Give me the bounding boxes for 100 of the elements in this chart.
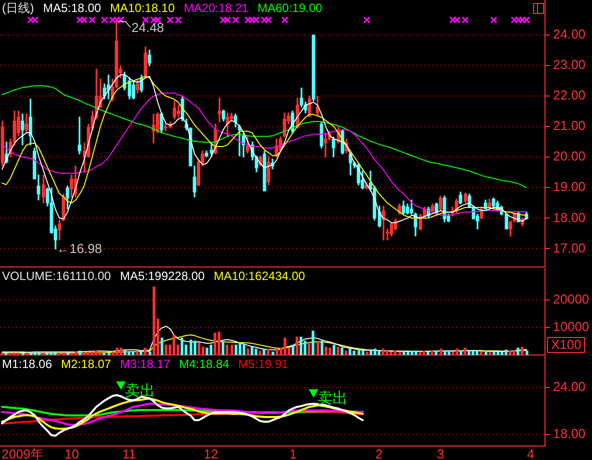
text: MA10:18.10	[110, 1, 175, 15]
x-tick-label: 4	[527, 446, 534, 460]
candlestick	[148, 50, 152, 66]
bar	[160, 338, 164, 355]
bar	[234, 344, 238, 355]
candlestick	[20, 114, 24, 146]
x-tick-label: 1	[289, 446, 297, 460]
y-tick-label: 20000	[553, 291, 590, 306]
bar	[472, 350, 474, 355]
bar	[194, 340, 196, 355]
y-tick-label: 22.00	[553, 88, 586, 103]
text: MA20:18.21	[184, 1, 248, 15]
bar	[272, 352, 274, 355]
x-tick-label: 11	[122, 446, 136, 460]
bar	[254, 348, 258, 355]
candlestick	[504, 214, 508, 230]
bar	[402, 350, 406, 355]
text: M4:18.84	[179, 357, 230, 371]
candlestick	[442, 196, 446, 222]
bar	[358, 348, 360, 355]
candlestick	[222, 110, 226, 122]
bar	[210, 344, 212, 355]
annotation: ←16.98	[56, 240, 102, 256]
bar	[304, 340, 306, 355]
candlestick	[458, 192, 462, 204]
candlestick	[132, 80, 136, 100]
bar	[492, 352, 496, 355]
bar	[374, 348, 376, 355]
bar	[444, 350, 446, 355]
bar	[348, 348, 352, 355]
candlestick	[160, 112, 164, 134]
bar	[332, 344, 336, 355]
bar	[526, 350, 528, 355]
candlestick	[128, 78, 132, 100]
bar	[320, 340, 324, 355]
chart-title: (日线)	[2, 1, 34, 15]
y-tick-label: 20.00	[553, 148, 586, 164]
text: MA5:199228.00	[120, 269, 205, 283]
bar	[292, 344, 294, 355]
bar	[190, 340, 192, 355]
bar	[180, 338, 184, 355]
bar	[262, 348, 266, 355]
bar	[484, 350, 488, 355]
text: MA10:162434.00	[214, 269, 306, 283]
bar	[340, 348, 344, 355]
text: MA5:18.00	[43, 1, 102, 15]
bar	[352, 350, 356, 355]
bar	[132, 352, 134, 355]
candlestick	[204, 150, 208, 158]
bar	[410, 350, 414, 355]
text: M1:18.06	[2, 357, 52, 371]
bar	[516, 348, 520, 355]
bar	[414, 350, 418, 355]
bar	[426, 352, 430, 355]
y-tick-label: 24.00	[553, 378, 586, 394]
data-label: 卖出	[317, 390, 348, 408]
y-tick-label: 10000	[553, 318, 590, 334]
candlestick	[378, 206, 382, 228]
text: M2:18.07	[61, 357, 112, 371]
y-tick-label: 18.00	[553, 426, 586, 441]
candlestick	[320, 122, 324, 148]
candlestick	[402, 200, 406, 214]
x-tick-label: 3	[436, 446, 444, 460]
candlestick	[332, 136, 336, 158]
bar	[496, 352, 500, 355]
x-tick-label: 2	[375, 446, 383, 460]
bar	[206, 348, 208, 355]
bar	[460, 350, 462, 355]
bar	[406, 352, 410, 355]
candlestick	[262, 150, 266, 192]
text: M5:19.91	[238, 357, 288, 371]
bar	[78, 350, 82, 355]
bar	[378, 350, 380, 355]
y-tick-label: 17.00	[553, 240, 586, 256]
annotation: 24.48	[132, 20, 164, 36]
bar	[362, 350, 364, 355]
text: M3:18.17	[120, 357, 170, 371]
y-tick-label: 18.00	[553, 210, 586, 225]
candlestick	[234, 114, 238, 128]
bar	[300, 336, 302, 355]
y-axis-title: X100	[547, 337, 586, 353]
bar	[140, 350, 142, 355]
bar	[476, 350, 478, 355]
bar	[504, 350, 508, 355]
x-tick-label: 10	[64, 446, 79, 460]
bar	[434, 350, 438, 355]
bar	[242, 344, 246, 355]
y-tick-label: 24.00	[553, 26, 586, 42]
y-tick-label: 19.00	[553, 179, 586, 194]
bar	[124, 350, 126, 355]
y-tick-label: 21.00	[553, 118, 586, 134]
bar	[128, 352, 130, 355]
candlestick	[406, 204, 410, 214]
bar	[468, 350, 470, 355]
text: MA60:19.00	[257, 1, 322, 15]
bar	[312, 330, 314, 355]
bar	[250, 346, 254, 355]
bar	[370, 350, 372, 355]
x-tick-label: 12	[204, 446, 218, 460]
bar	[222, 342, 224, 355]
